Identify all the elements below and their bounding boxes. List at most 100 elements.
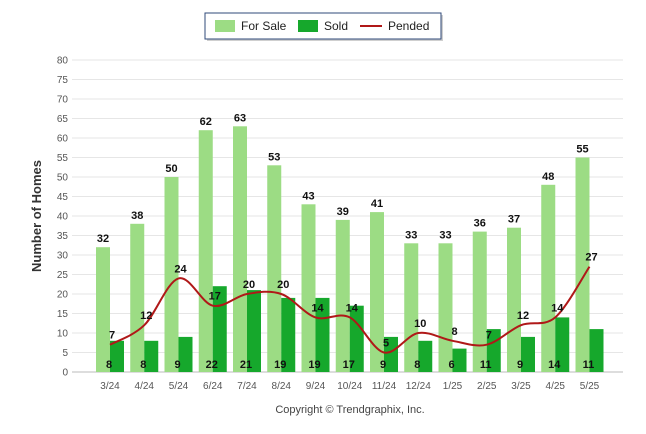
sold-value-label: 11 [583, 359, 595, 371]
legend: For Sale Sold Pended [204, 12, 443, 41]
y-tick-label: 65 [57, 114, 69, 125]
sold-bar [521, 336, 535, 372]
pended-value-label: 27 [585, 252, 597, 264]
y-tick-label: 50 [57, 173, 69, 184]
sold-value-label: 19 [274, 359, 286, 371]
for-sale-value-label: 37 [508, 214, 520, 226]
x-tick-label: 6/24 [203, 381, 223, 392]
sold-value-label: 9 [174, 359, 180, 371]
for-sale-value-label: 39 [337, 206, 349, 218]
for-sale-bar [438, 243, 453, 372]
for-sale-bar [335, 219, 350, 372]
sold-bar [589, 329, 604, 372]
for-sale-bar [130, 223, 145, 372]
y-tick-label: 45 [57, 192, 69, 203]
legend-swatch-for-sale [215, 20, 235, 32]
for-sale-bar [164, 177, 179, 372]
pended-value-label: 5 [383, 338, 389, 350]
sold-value-label: 8 [106, 359, 112, 371]
legend-label-sold: Sold [324, 19, 348, 33]
sold-value-label: 8 [414, 359, 420, 371]
sold-bar [212, 286, 227, 372]
y-tick-label: 40 [57, 212, 69, 223]
for-sale-bar [404, 243, 419, 372]
y-tick-label: 70 [57, 95, 69, 106]
pended-value-label: 12 [517, 310, 529, 322]
pended-value-label: 14 [551, 302, 564, 314]
x-tick-label: 2/25 [477, 381, 497, 392]
sold-bar [384, 336, 398, 372]
sold-bar [178, 336, 193, 372]
x-tick-label: 3/25 [511, 381, 531, 392]
for-sale-value-label: 55 [576, 144, 588, 156]
x-tick-label: 10/24 [337, 381, 362, 392]
for-sale-bar [472, 231, 487, 372]
y-tick-label: 75 [57, 75, 69, 86]
for-sale-value-label: 53 [268, 151, 280, 163]
sold-value-label: 8 [140, 359, 146, 371]
data-labels: 32 38 50 62 63 53 43 39 41 33 33 36 37 48 55 8 8 9 22 21 19 1… [97, 112, 598, 371]
x-tick-label: 1/25 [443, 381, 463, 392]
y-tick-label: 15 [57, 309, 69, 320]
sold-value-label: 21 [240, 359, 252, 371]
y-tick-label: 0 [62, 368, 68, 379]
x-tick-label: 8/24 [272, 381, 292, 392]
y-tick-label: 35 [57, 231, 69, 242]
sold-bar [349, 305, 364, 372]
for-sale-value-label: 33 [439, 229, 451, 241]
for-sale-value-label: 41 [371, 198, 383, 210]
for-sale-value-label: 36 [474, 218, 486, 230]
x-tick-label: 11/24 [372, 381, 397, 392]
sold-bar [144, 340, 159, 372]
for-sale-bar [507, 227, 521, 372]
for-sale-bar [575, 157, 590, 372]
sold-value-label: 6 [448, 359, 454, 371]
sold-bar [452, 348, 467, 372]
x-tick-label: 9/24 [306, 381, 326, 392]
sold-value-label: 22 [206, 359, 218, 371]
for-sale-bar [96, 247, 110, 372]
y-tick-label: 20 [57, 290, 69, 301]
for-sale-bar [198, 130, 213, 372]
y-tick-label: 30 [57, 251, 69, 262]
sold-value-label: 14 [548, 359, 561, 371]
x-tick-label: 3/24 [100, 381, 120, 392]
sold-bar [315, 297, 330, 372]
y-tick-label: 25 [57, 270, 69, 281]
sold-value-label: 11 [480, 359, 492, 371]
pended-value-label: 8 [451, 326, 457, 338]
copyright-text: Copyright © Trendgraphix, Inc. [275, 404, 424, 416]
y-tick-label: 5 [62, 348, 68, 359]
for-sale-value-label: 32 [97, 233, 109, 245]
for-sale-bar [267, 165, 282, 372]
legend-swatch-sold [298, 20, 318, 32]
for-sale-value-label: 63 [234, 112, 246, 124]
for-sale-bar [233, 126, 247, 372]
sold-bar [281, 297, 296, 372]
for-sale-value-label: 38 [131, 210, 143, 222]
pended-value-label: 24 [174, 263, 187, 275]
y-tick-label: 60 [57, 134, 69, 145]
sold-value-label: 9 [380, 359, 386, 371]
pended-value-label: 14 [311, 302, 324, 314]
pended-value-label: 7 [109, 330, 115, 342]
pended-value-label: 12 [140, 310, 152, 322]
x-tick-label: 7/24 [237, 381, 257, 392]
y-tick-label: 55 [57, 153, 69, 164]
pended-line [109, 266, 591, 354]
pended-value-label: 20 [243, 279, 255, 291]
sold-bar [247, 290, 261, 372]
y-axis-label: Number of Homes [29, 160, 44, 272]
pended-value-label: 10 [414, 318, 426, 330]
x-tick-label: 12/24 [406, 381, 431, 392]
y-tick-label: 10 [57, 329, 69, 340]
x-tick-label: 5/24 [169, 381, 189, 392]
pended-value-label: 20 [277, 279, 289, 291]
for-sale-value-label: 33 [405, 229, 417, 241]
legend-label-for-sale: For Sale [241, 19, 287, 33]
pended-value-label: 14 [346, 302, 359, 314]
for-sale-value-label: 50 [165, 163, 177, 175]
x-tick-label: 4/25 [546, 381, 566, 392]
sold-bar [555, 317, 570, 372]
